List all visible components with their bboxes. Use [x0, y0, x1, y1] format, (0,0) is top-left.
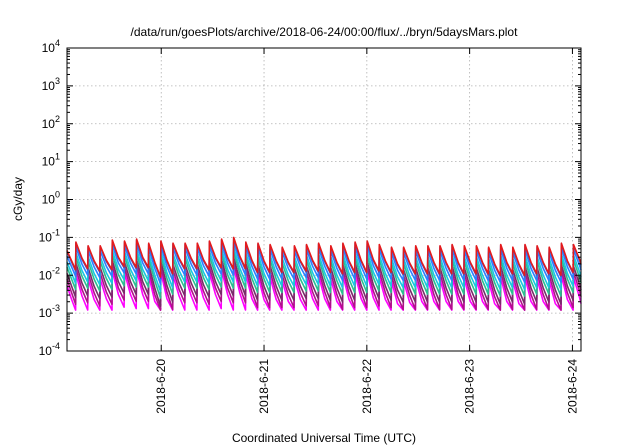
y-tick-label: 100: [42, 190, 60, 207]
x-axis-label: Coordinated Universal Time (UTC): [232, 431, 416, 445]
y-tick-label: 103: [42, 76, 60, 93]
chart-title: /data/run/goesPlots/archive/2018-06-24/0…: [131, 25, 519, 39]
series-line: [66, 241, 582, 285]
axis-ticks: [67, 47, 581, 352]
series-line: [66, 261, 582, 311]
grid-lines: [67, 48, 581, 351]
y-tick-label: 10-2: [39, 265, 60, 282]
series-line: [66, 256, 582, 308]
y-tick-label: 104: [42, 38, 60, 55]
x-tick-label: 2018-6-22: [360, 359, 374, 414]
series-line: [66, 250, 582, 299]
y-tick-label: 10-4: [39, 341, 60, 358]
y-axis-label: cGy/day: [11, 177, 25, 221]
y-tick-label: 102: [42, 114, 60, 131]
x-tick-label: 2018-6-20: [154, 359, 168, 414]
x-tick-label: 2018-6-21: [257, 359, 271, 414]
series-layer: [66, 236, 582, 311]
y-tick-labels: 10-4 10-3 10-2 10-1 100 101 102 103 104: [39, 38, 60, 358]
y-tick-label: 10-3: [39, 303, 60, 320]
x-tick-label: 2018-6-23: [463, 359, 477, 414]
series-line: [66, 246, 582, 293]
series-line: [66, 236, 582, 278]
y-tick-label: 101: [42, 152, 60, 169]
x-tick-label: 2018-6-24: [565, 359, 579, 414]
x-tick-labels: 2018-6-20 2018-6-21 2018-6-22 2018-6-23 2018…: [154, 359, 579, 414]
y-tick-label: 10-1: [39, 227, 60, 244]
series-line: [66, 266, 582, 311]
